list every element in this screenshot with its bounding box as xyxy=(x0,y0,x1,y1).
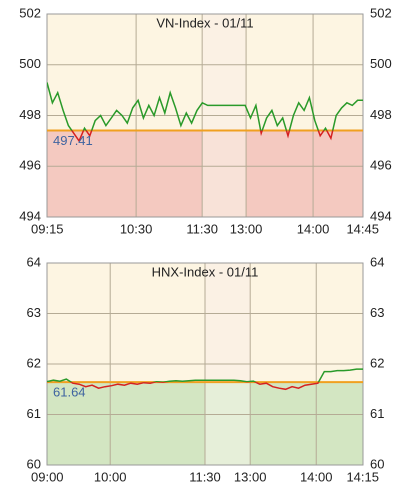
y2-tick-label: 502 xyxy=(370,5,392,20)
y2-tick-label: 500 xyxy=(370,56,392,71)
x-tick-label: 10:30 xyxy=(120,221,153,236)
y2-tick-label: 64 xyxy=(370,254,384,269)
x-tick-label: 13:00 xyxy=(230,221,263,236)
y2-tick-label: 61 xyxy=(370,406,384,421)
reference-label: 497.41 xyxy=(53,133,93,148)
y-tick-label: 61 xyxy=(27,406,41,421)
x-tick-label: 11:30 xyxy=(189,469,221,484)
y-tick-label: 502 xyxy=(19,5,41,20)
plot-frame xyxy=(46,262,364,466)
y-tick-label: 496 xyxy=(19,158,41,173)
index-line-down xyxy=(47,382,320,391)
y-tick-label: 60 xyxy=(27,456,41,471)
y-tick-label: 64 xyxy=(27,254,41,269)
x-tick-label: 14:00 xyxy=(297,221,330,236)
index-line-up xyxy=(47,82,363,131)
y2-tick-label: 494 xyxy=(370,208,392,223)
x-tick-label: 09:15 xyxy=(31,221,64,236)
x-tick-label: 14:15 xyxy=(346,469,379,484)
y2-tick-label: 60 xyxy=(370,456,384,471)
index-line-up xyxy=(47,368,363,383)
chart-title: HNX-Index - 01/11 xyxy=(152,264,259,279)
x-tick-label: 11:30 xyxy=(186,221,218,236)
x-tick-label: 13:00 xyxy=(234,469,267,484)
chart-title: VN-Index - 01/11 xyxy=(156,15,253,30)
y2-tick-label: 62 xyxy=(370,355,384,370)
y2-tick-label: 63 xyxy=(370,305,384,320)
plot-frame xyxy=(46,13,364,218)
x-tick-label: 09:00 xyxy=(31,469,64,484)
y-tick-label: 494 xyxy=(19,208,41,223)
reference-fill-break xyxy=(202,130,247,217)
x-tick-label: 14:45 xyxy=(346,221,379,236)
y-tick-label: 500 xyxy=(19,56,41,71)
y2-tick-label: 496 xyxy=(370,158,392,173)
y2-tick-label: 498 xyxy=(370,107,392,122)
reference-fill-break xyxy=(205,382,251,465)
x-tick-label: 14:00 xyxy=(300,469,333,484)
y-tick-label: 63 xyxy=(27,305,41,320)
x-tick-label: 10:00 xyxy=(94,469,127,484)
reference-label: 61.64 xyxy=(53,385,86,400)
y-tick-label: 62 xyxy=(27,355,41,370)
y-tick-label: 498 xyxy=(19,107,41,122)
